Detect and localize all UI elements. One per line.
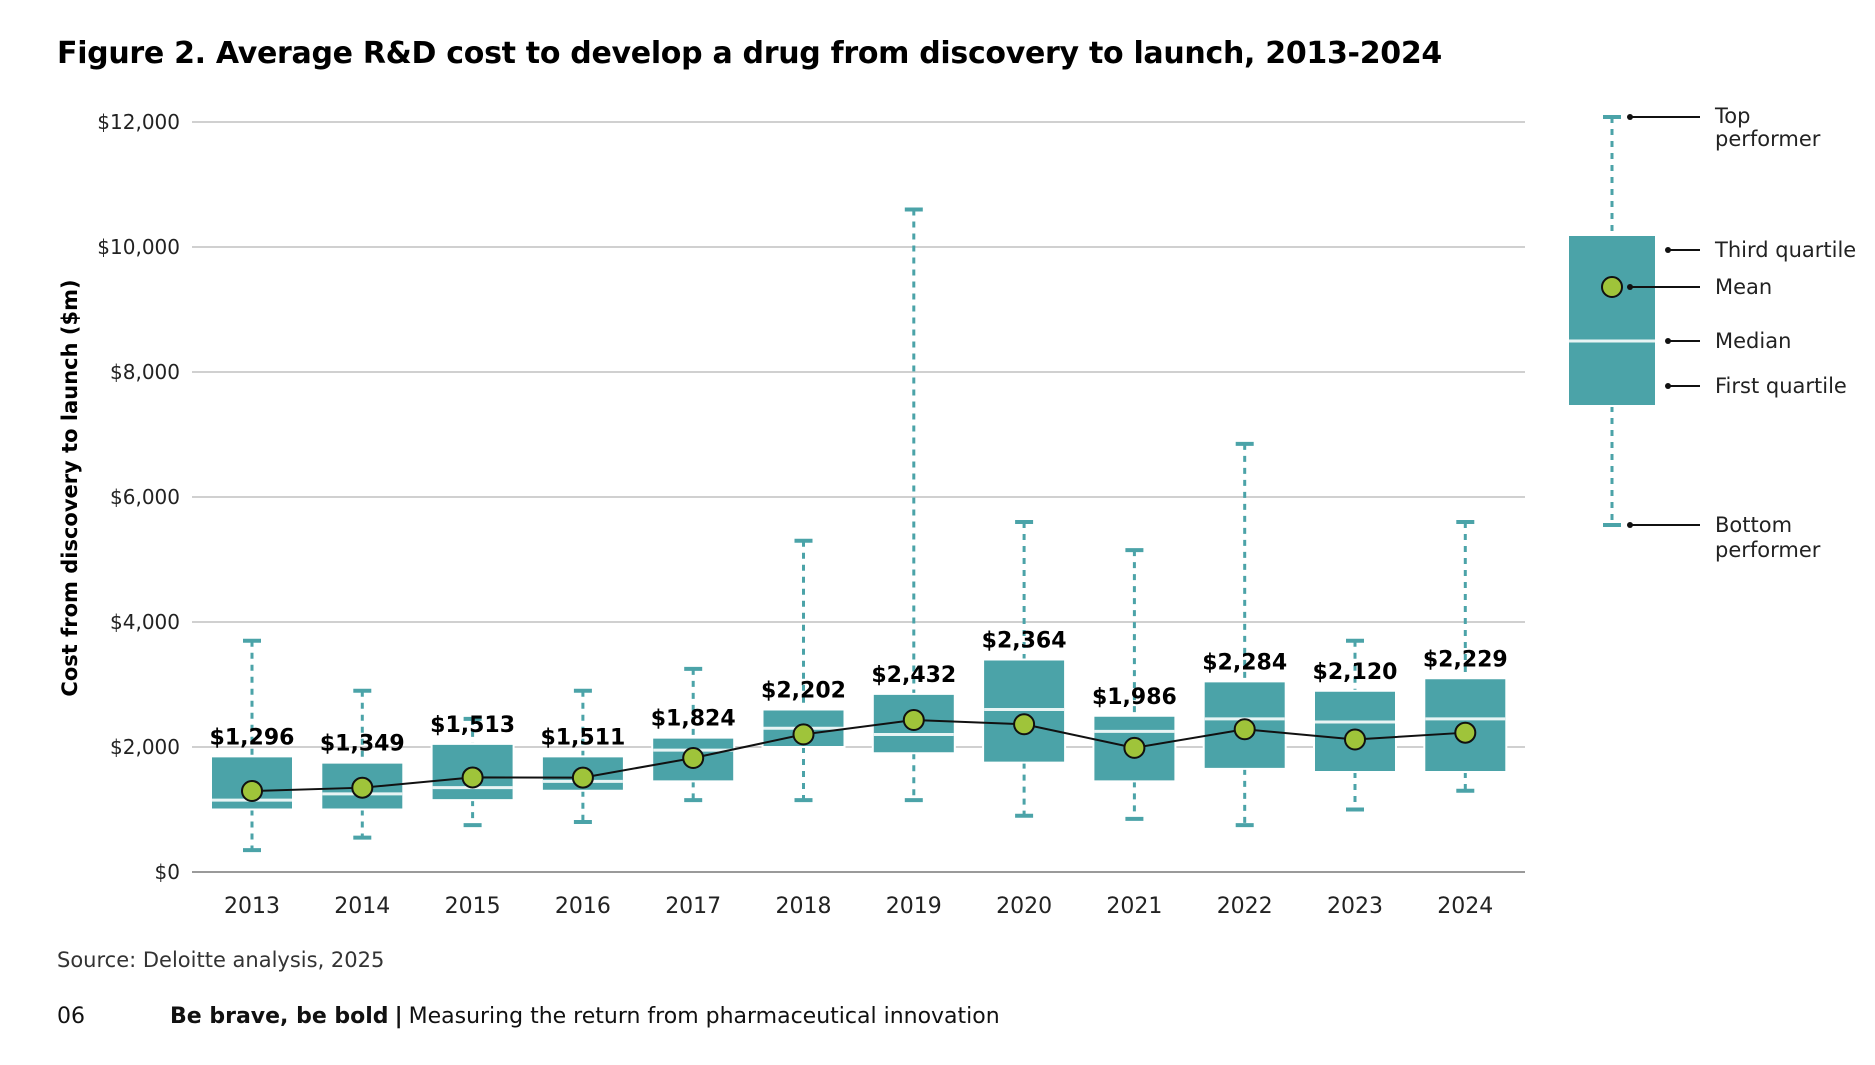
footer-subtitle: Measuring the return from pharmaceutical… xyxy=(408,1004,1000,1029)
x-tick-label: 2014 xyxy=(334,894,390,919)
mean-data-label: $1,349 xyxy=(320,732,405,757)
x-tick-label: 2022 xyxy=(1217,894,1273,919)
mean-data-label: $2,202 xyxy=(761,679,846,704)
x-tick-label: 2018 xyxy=(776,894,832,919)
footer-bold-title: Be brave, be bold xyxy=(170,1004,389,1029)
x-tick-label: 2019 xyxy=(886,894,942,919)
mean-data-label: $2,229 xyxy=(1423,647,1508,672)
source-note: Source: Deloitte analysis, 2025 xyxy=(57,948,385,972)
legend-median-label: Median xyxy=(1715,329,1791,353)
mean-marker xyxy=(682,747,705,769)
y-tick-label: $10,000 xyxy=(97,235,180,259)
legend-bottom-label-1: Bottom xyxy=(1715,513,1792,537)
x-tick-label: 2023 xyxy=(1327,894,1383,919)
legend-third-quartile-label: Third quartile xyxy=(1714,238,1856,262)
gridlines xyxy=(192,121,1525,873)
x-tick-label: 2013 xyxy=(224,894,280,919)
boxplot-chart: $0 $2,000 $4,000 $6,000 $8,000 $10,000 $12,000… xyxy=(58,104,1856,919)
legend-first-quartile-label: First quartile xyxy=(1715,374,1847,398)
mean-data-label: $1,986 xyxy=(1092,685,1177,710)
x-axis-ticks: 2013 2014 2015 2016 2017 2018 2019 2020 2021 2022… xyxy=(224,894,1493,919)
legend-mean-label: Mean xyxy=(1715,275,1772,299)
mean-data-label: $1,824 xyxy=(651,707,736,732)
iqr-box xyxy=(982,658,1067,764)
mean-marker xyxy=(1454,721,1477,744)
y-tick-label: $0 xyxy=(155,860,180,884)
y-tick-label: $12,000 xyxy=(97,110,180,134)
x-tick-label: 2016 xyxy=(555,894,611,919)
legend-top-label-1: Top xyxy=(1714,104,1750,128)
mean-data-label: $2,284 xyxy=(1202,650,1287,675)
legend-mean-marker xyxy=(1601,276,1623,298)
mean-marker xyxy=(792,723,815,746)
mean-data-label: $1,513 xyxy=(430,713,515,738)
mean-marker xyxy=(461,766,484,789)
page-number: 06 xyxy=(57,1004,85,1029)
y-axis-ticks: $0 $2,000 $4,000 $6,000 $8,000 $10,000 $12,000 xyxy=(97,110,180,884)
x-tick-label: 2017 xyxy=(665,894,721,919)
iqr-box xyxy=(651,736,736,783)
y-axis-label: Cost from discovery to launch ($m) xyxy=(58,279,82,696)
mean-marker xyxy=(1344,728,1366,751)
mean-data-label: $2,432 xyxy=(871,663,956,688)
y-tick-label: $4,000 xyxy=(110,610,180,634)
x-tick-label: 2020 xyxy=(996,894,1052,919)
mean-marker xyxy=(1013,713,1036,736)
mean-marker xyxy=(351,776,374,799)
page-footer: 06 Be brave, be bold | Measuring the return… xyxy=(57,1004,1000,1029)
legend-bottom-label-2: performer xyxy=(1715,538,1821,562)
iqr-box xyxy=(1202,680,1287,770)
mean-data-label: $2,120 xyxy=(1313,660,1398,685)
y-tick-label: $6,000 xyxy=(110,485,180,509)
whiskers xyxy=(243,207,1475,853)
mean-marker xyxy=(241,780,263,802)
x-tick-label: 2021 xyxy=(1106,894,1162,919)
legend-box xyxy=(1567,234,1657,407)
mean-series: $1,296 $1,349 $1,513 $1,511 $1,824 $2,202 $2,4… xyxy=(210,629,1508,802)
mean-marker xyxy=(902,709,925,731)
mean-marker xyxy=(1123,736,1146,759)
mean-marker xyxy=(571,766,594,789)
iqr-box xyxy=(430,742,515,802)
figure-title: Figure 2. Average R&D cost to develop a … xyxy=(57,36,1443,71)
x-tick-label: 2024 xyxy=(1437,894,1493,919)
footer-separator: | xyxy=(394,1004,403,1029)
mean-trend-line xyxy=(251,718,1466,792)
mean-marker xyxy=(1233,718,1256,741)
mean-data-label: $1,511 xyxy=(540,725,625,750)
mean-data-label: $2,364 xyxy=(982,629,1067,654)
y-tick-label: $2,000 xyxy=(110,735,180,759)
y-tick-label: $8,000 xyxy=(110,360,180,384)
legend-top-label-2: performer xyxy=(1715,127,1821,151)
mean-data-label: $1,296 xyxy=(210,725,295,750)
x-tick-label: 2015 xyxy=(445,894,501,919)
